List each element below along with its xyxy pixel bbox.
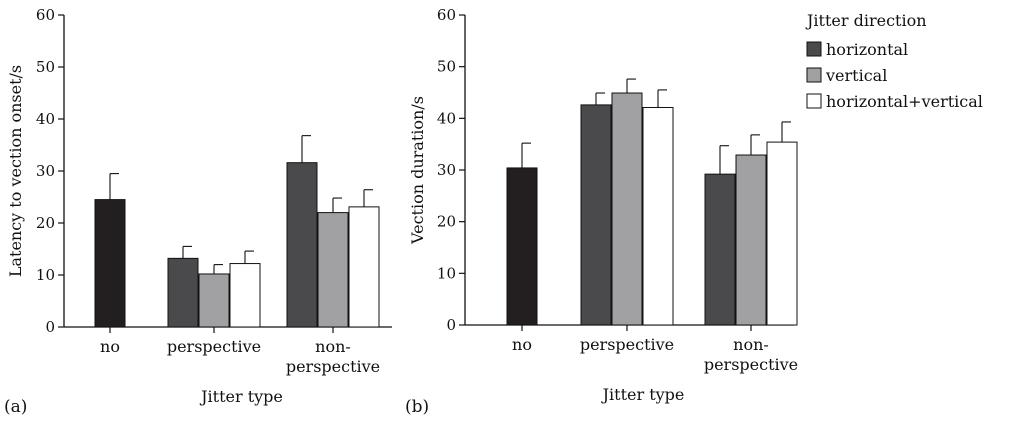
legend-swatch-horizontal: [806, 41, 822, 57]
legend-swatch-horizontal-vertical: [806, 93, 822, 109]
panel-a-y-axis-label: Latency to vection onset/s: [6, 65, 25, 277]
panel-a-bar-non-perspective-vertical: [317, 212, 349, 328]
panel-a-label: (a): [4, 397, 27, 417]
panel-b-bar-non-perspective-vertical: [735, 154, 767, 326]
panel-a-bar-perspective-vertical: [198, 273, 230, 328]
legend-label-horizontal-vertical: horizontal+vertical: [826, 92, 983, 111]
panel-b-label: (b): [405, 397, 429, 417]
panel-a-bar-perspective-horizontal-vertical: [229, 263, 261, 328]
panel-a-bar-non-perspective-horizontal: [286, 162, 318, 328]
legend: Jitter direction horizontal vertical hor…: [805, 11, 983, 111]
panel-a-y-tick-label: 50: [36, 58, 55, 76]
panel-b-bar-no-none: [506, 167, 538, 326]
panel-b-y-tick-label: 60: [437, 6, 456, 24]
panel-b-y-tick-label: 0: [446, 316, 456, 334]
chart-panel-a: 0 10 20 30 40 50 60 Latency to vection onset/s n…: [4, 6, 392, 417]
panel-b-bar-perspective-horizontal: [580, 104, 612, 326]
panel-b-category-label-non-perspective: non-perspective: [704, 335, 798, 374]
panel-a-x-axis-label: Jitter type: [199, 387, 283, 406]
legend-swatch-vertical: [806, 67, 822, 83]
panel-b-y-tick-label: 10: [437, 264, 456, 282]
panel-b-bar-perspective-vertical: [611, 92, 643, 326]
panel-b-bar-non-perspective-horizontal: [704, 173, 736, 326]
panel-b-bar-non-perspective-horizontal-vertical: [766, 141, 798, 326]
panel-b-y-tick-label: 50: [437, 58, 456, 76]
panel-a-bar-perspective-horizontal: [167, 257, 199, 328]
chart-panel-b: 0 10 20 30 40 50 60 Vection duration/s no perspec…: [405, 6, 798, 417]
panel-a-category-label-non-perspective: non-perspective: [286, 337, 380, 376]
panel-a-y-tick-label: 0: [45, 318, 55, 336]
panel-a-bar-non-perspective-horizontal-vertical: [348, 206, 380, 328]
panel-b-x-axis-label: Jitter type: [601, 385, 685, 404]
panel-b-y-axis-label: Vection duration/s: [408, 96, 427, 245]
panel-b-y-tick-label: 40: [437, 109, 456, 127]
panel-a-y-tick-label: 30: [36, 162, 55, 180]
panel-a-y-tick-label: 60: [36, 6, 55, 24]
legend-label-vertical: vertical: [825, 66, 887, 85]
panel-b-y-tick-label: 20: [437, 213, 456, 231]
panel-a-y-tick-label: 40: [36, 110, 55, 128]
panel-b-category-label-perspective: perspective: [580, 335, 674, 354]
legend-title: Jitter direction: [805, 11, 927, 30]
panel-a-bar-no-none: [94, 199, 126, 328]
panel-b-bar-perspective-horizontal-vertical: [642, 106, 674, 326]
panel-a-category-label-perspective: perspective: [167, 337, 261, 356]
panel-a-y-tick-label: 10: [36, 266, 55, 284]
panel-b-category-label-no: no: [512, 335, 532, 354]
panel-b-y-tick-label: 30: [437, 161, 456, 179]
panel-a-y-tick-label: 20: [36, 214, 55, 232]
legend-label-horizontal: horizontal: [826, 40, 908, 59]
panel-a-category-label-no: no: [100, 337, 120, 356]
